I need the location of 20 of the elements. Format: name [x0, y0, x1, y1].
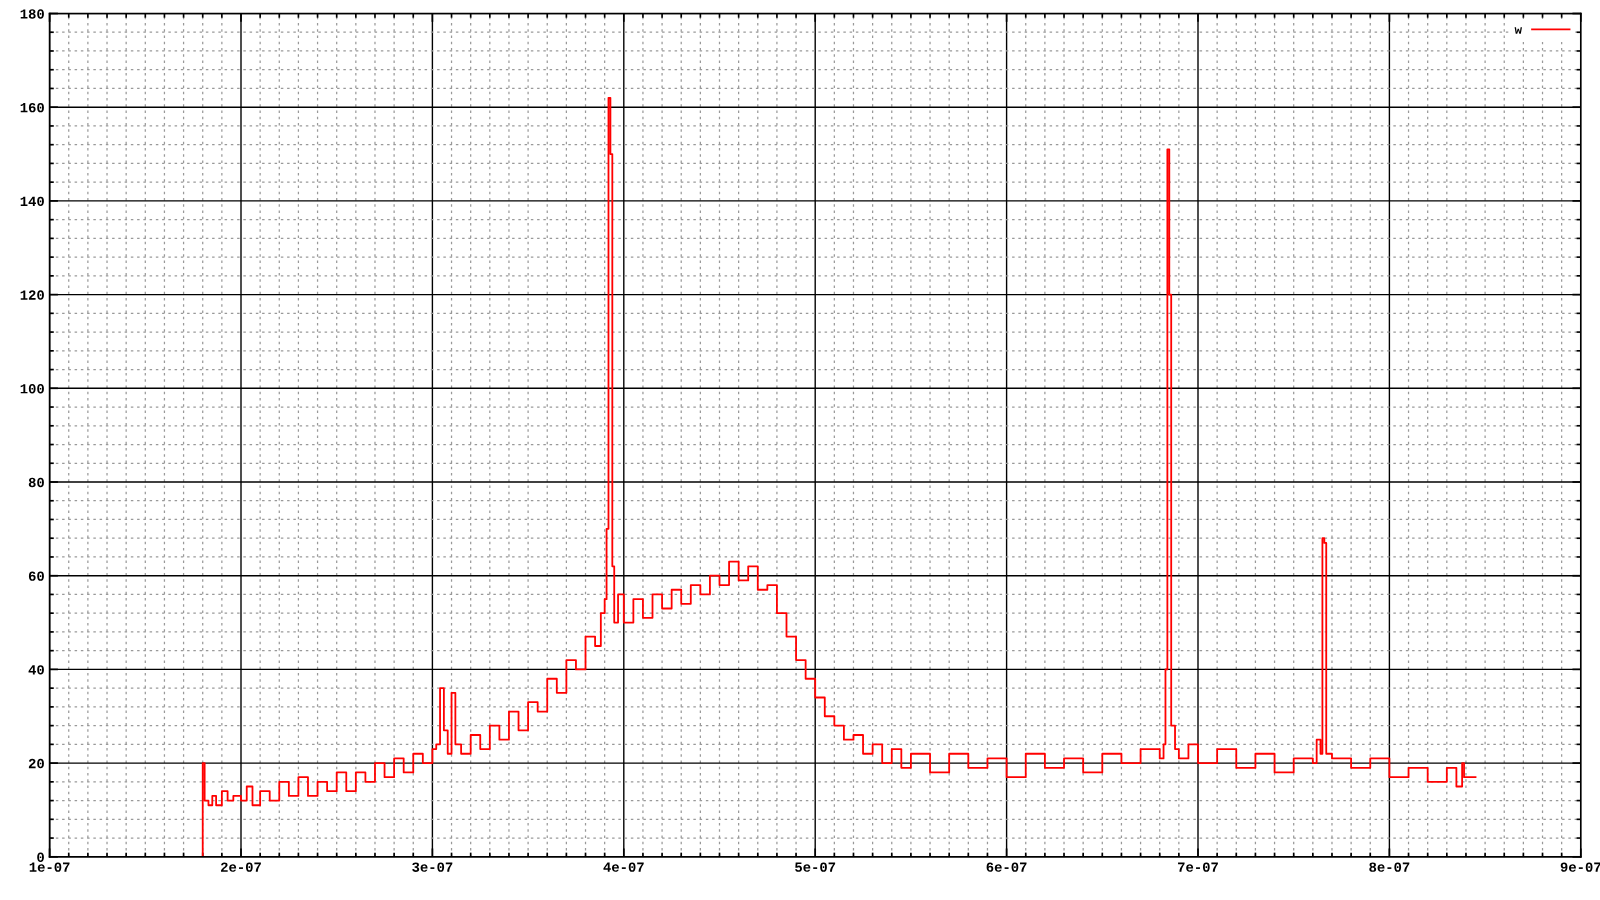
- x-tick-label: 4e-07: [603, 862, 644, 872]
- y-tick-label: 160: [20, 102, 44, 113]
- y-tick-label: 0: [37, 852, 44, 862]
- x-tick-label: 6e-07: [986, 862, 1027, 872]
- y-tick-label: 140: [20, 196, 44, 207]
- y-tick-label: 100: [20, 384, 44, 394]
- x-tick-label: 9e-07: [1560, 862, 1600, 872]
- x-tick-label: 8e-07: [1369, 862, 1410, 872]
- y-tick-label: 80: [28, 477, 44, 488]
- y-tick-label: 20: [28, 758, 44, 769]
- x-tick-label: 2e-07: [220, 862, 261, 872]
- y-tick-label: 120: [20, 290, 44, 300]
- x-tick-label: 5e-07: [795, 862, 836, 872]
- x-tick-label: 7e-07: [1178, 862, 1218, 872]
- x-tick-label: 1e-07: [29, 862, 70, 872]
- y-tick-label: 180: [20, 9, 44, 19]
- y-tick-label: 60: [28, 571, 44, 581]
- legend-label: w: [1514, 27, 1522, 34]
- y-tick-label: 40: [28, 665, 44, 675]
- x-tick-label: 3e-07: [412, 862, 453, 872]
